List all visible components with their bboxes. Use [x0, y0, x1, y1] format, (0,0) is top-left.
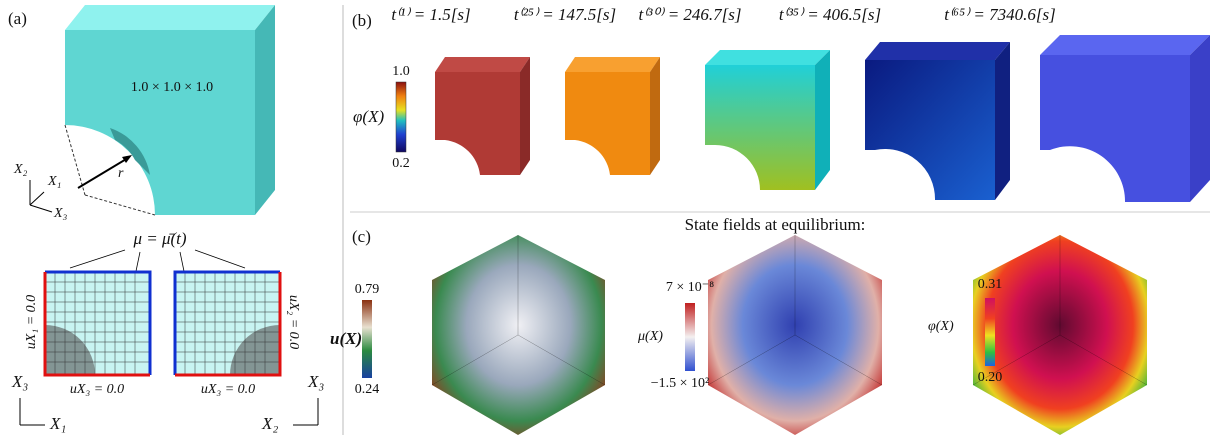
colorbar [685, 303, 695, 371]
panel-title: State fields at equilibrium: [685, 215, 866, 234]
colorbar [362, 300, 372, 378]
axis-label: X₃ [307, 372, 324, 391]
time-label: t⁽⁶⁵⁾ = 7340.6[s] [944, 5, 1055, 24]
bc-label: uX₃ = 0.0 [70, 382, 124, 397]
colorbar [985, 298, 995, 366]
bc-label: uX₂ = 0.0 [286, 295, 301, 349]
axis-label: X₂ [13, 162, 28, 177]
field-cube [432, 235, 605, 435]
cube-size: 1.0 × 1.0 × 1.0 [131, 80, 213, 95]
axis-label: X₁ [47, 174, 61, 189]
time-label: t⁽³⁵⁾ = 406.5[s] [779, 5, 881, 24]
cube-geometry [65, 5, 275, 215]
colorbar-title: φ(X) [353, 107, 384, 126]
colorbar-max: 7 × 10⁻⁸ [666, 280, 714, 295]
colorbar-min: −1.5 × 10² [651, 376, 710, 391]
figure: (a) 1.0 × 1.0 × 1.0 r X₂ X₁ X₃ μ = μ̄(t)… [0, 0, 1225, 439]
colorbar-min: 0.24 [355, 382, 380, 397]
panel-label: (c) [352, 227, 371, 246]
axis-label: X₂ [261, 414, 278, 433]
colorbar-min: 0.2 [392, 156, 410, 171]
colorbar-title: u(X) [330, 329, 362, 348]
colorbar-max: 1.0 [392, 64, 410, 79]
axis-label: X₁ [49, 414, 66, 433]
colorbar-min: 0.20 [978, 370, 1003, 385]
colorbar [396, 82, 406, 152]
bc-label: μ = μ̄(t) [132, 229, 186, 248]
time-label: t⁽²⁵⁾ = 147.5[s] [514, 5, 616, 24]
colorbar-title: μ(X) [637, 329, 663, 344]
axis-label: X₃ [53, 206, 68, 221]
cube-snapshot [1040, 35, 1210, 202]
colorbar-max: 0.31 [978, 277, 1003, 292]
mesh-right [175, 272, 280, 375]
panel-label: (a) [8, 9, 27, 28]
cube-snapshot [565, 57, 660, 175]
radius-label: r [118, 166, 124, 181]
colorbar-title: φ(X) [928, 319, 954, 334]
cube-snapshot [705, 50, 830, 190]
cube-snapshot [865, 42, 1010, 200]
time-label: t⁽³⁰⁾ = 246.7[s] [638, 5, 741, 24]
axis-label: X₃ [11, 372, 28, 391]
bc-label: uX₃ = 0.0 [201, 382, 255, 397]
time-label: t⁽¹⁾ = 1.5[s] [391, 5, 470, 24]
bc-label: uX₁ = 0.0 [24, 295, 39, 349]
colorbar-max: 0.79 [355, 282, 380, 297]
mesh-left [45, 272, 150, 375]
cube-snapshot [435, 57, 530, 175]
panel-label: (b) [352, 11, 372, 30]
